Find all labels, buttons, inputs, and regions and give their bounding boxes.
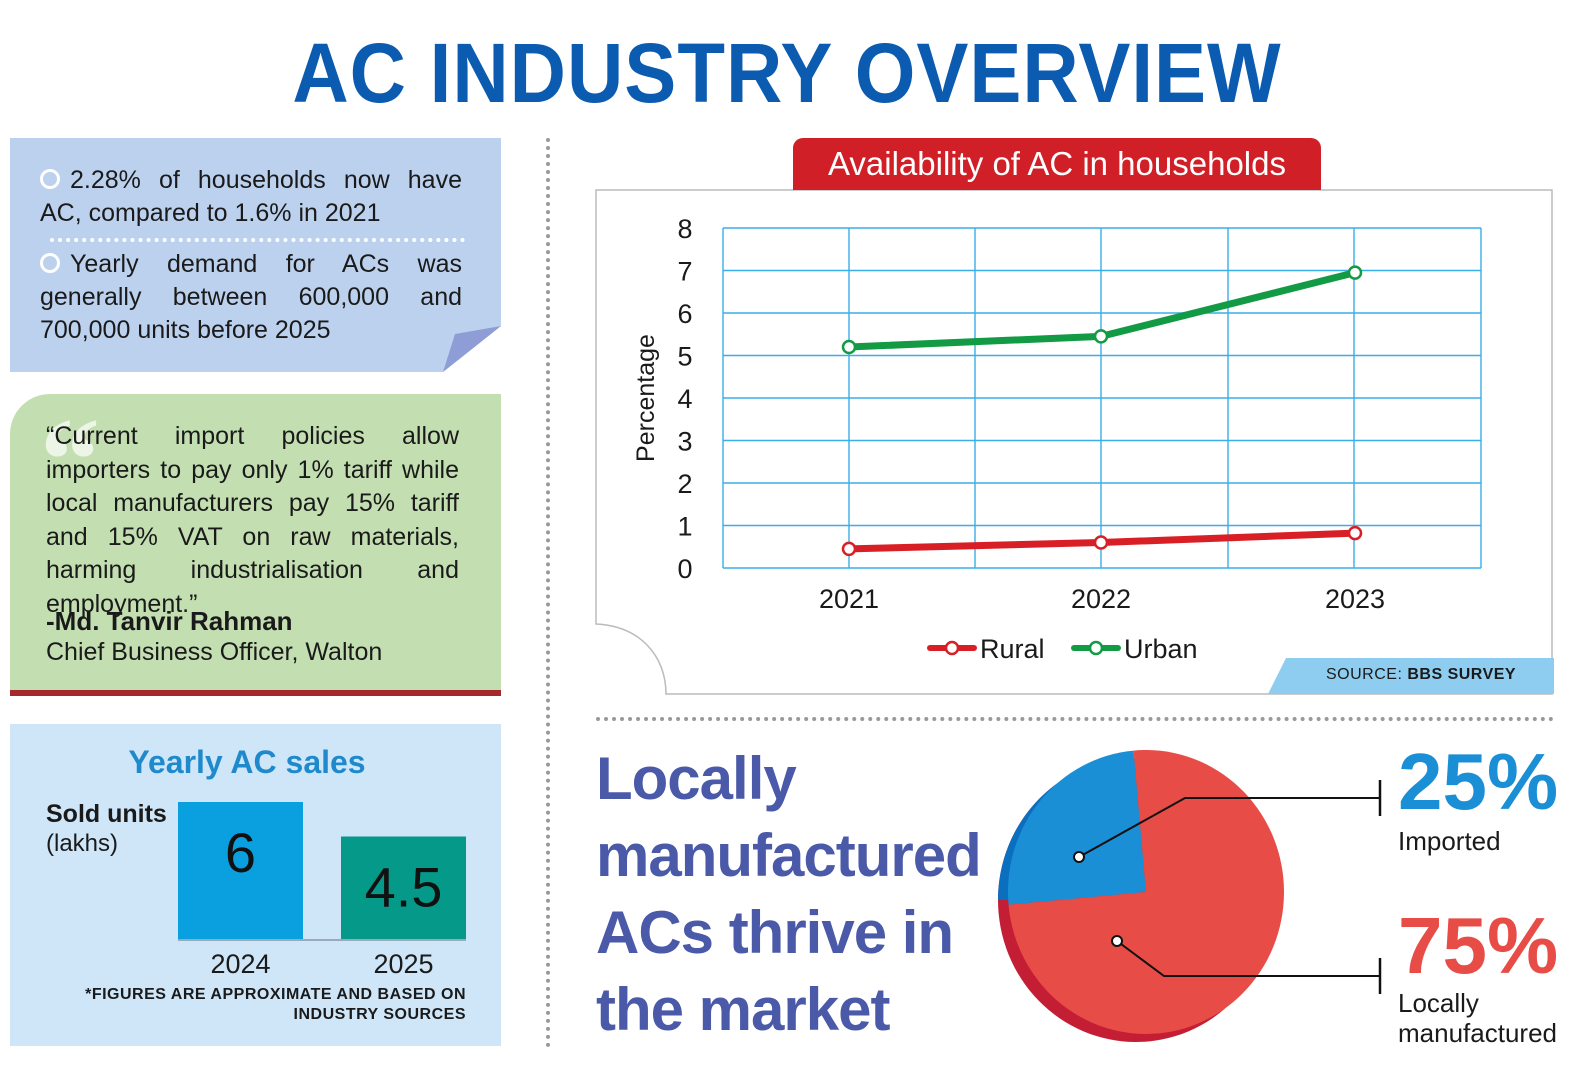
bullet-icon <box>40 253 60 274</box>
quote-author: -Md. Tanvir Rahman <box>46 606 293 636</box>
fact-item: Yearly demand for ACs was generally betw… <box>40 248 462 347</box>
local-percent: 75% <box>1398 901 1559 990</box>
data-point-urban <box>841 339 857 355</box>
legend-item-rural: Rural <box>927 634 1045 664</box>
imported-percent: 25% <box>1398 737 1559 826</box>
y-tick-label: 8 <box>677 214 692 244</box>
imported-label: Imported <box>1398 826 1501 856</box>
legend-label: Urban <box>1124 634 1198 664</box>
y-tick-label: 6 <box>677 299 692 329</box>
local-label: Locally manufactured <box>1398 988 1557 1048</box>
y-tick-label: 1 <box>677 512 692 542</box>
leader-dot-local <box>1111 935 1123 947</box>
bar-value-label: 6 <box>225 821 256 884</box>
quote-text: “Current import policies allow importers… <box>46 422 459 618</box>
legend-label: Rural <box>980 634 1045 664</box>
x-tick-label: 2023 <box>1325 584 1385 614</box>
source-ribbon <box>1268 658 1554 694</box>
data-point-rural <box>841 541 857 557</box>
leader-dot-imported <box>1073 851 1085 863</box>
bar-2025 <box>341 836 466 940</box>
data-point-urban <box>1093 329 1109 344</box>
y-tick-label: 5 <box>677 342 692 372</box>
bar-value-label: 4.5 <box>365 856 443 919</box>
headline: Locally manufactured ACs thrive in the m… <box>596 745 982 1043</box>
y-tick-label: 4 <box>677 384 692 414</box>
quote-mark-icon: “ <box>40 393 100 526</box>
x-tick-label: 2025 <box>373 949 433 979</box>
household-line-chart: 0 1 2 3 4 5 6 7 8 Percentage 2021 2022 2023 Rural Urba… <box>595 189 1553 695</box>
source-name: BBS SURVEY <box>1407 666 1517 683</box>
source-prefix: SOURCE: <box>1326 666 1408 683</box>
data-point-rural <box>1093 535 1109 550</box>
x-tick-label: 2024 <box>210 949 270 979</box>
data-point-urban <box>1347 265 1363 280</box>
y-tick-label: 7 <box>677 257 692 287</box>
pie-slice-imported <box>1008 750 1146 905</box>
x-tick-label: 2021 <box>819 584 879 614</box>
chart-panel <box>595 189 1553 695</box>
fact-text: 2.28% of households now have AC, compare… <box>40 166 462 227</box>
legend-marker <box>944 640 960 656</box>
y-axis-label: Percentage <box>632 334 660 462</box>
page-title: AC INDUSTRY OVERVIEW <box>292 25 1282 121</box>
legend-item-urban: Urban <box>1071 634 1198 664</box>
sales-footnote: *FIGURES ARE APPROXIMATE AND BASED ON IN… <box>85 986 466 1023</box>
horizontal-divider <box>596 717 1554 721</box>
y-tick-label: 3 <box>677 427 692 457</box>
market-share-pie-chart <box>998 750 1382 1042</box>
y-tick-label: 2 <box>677 469 692 499</box>
data-point-rural <box>1347 525 1363 541</box>
quote-panel <box>10 394 501 696</box>
pie-slice-local <box>1008 750 1284 1034</box>
legend-marker <box>1088 640 1104 656</box>
page-fold-corner <box>443 326 501 372</box>
sales-bar-chart: 6 2024 4.5 2025 <box>178 802 466 979</box>
fact-divider <box>50 238 465 242</box>
x-tick-label: 2022 <box>1071 584 1131 614</box>
leader-line-local <box>1116 940 1380 977</box>
bullet-icon <box>40 169 60 190</box>
vertical-divider <box>546 138 550 1048</box>
leader-line-imported <box>1078 797 1380 858</box>
line-chart-title: Availability of AC in households <box>793 138 1321 190</box>
quote-author-role: Chief Business Officer, Walton <box>46 638 383 666</box>
sales-y-unit: (lakhs) <box>46 830 119 857</box>
sales-chart-title: Yearly AC sales <box>128 744 366 780</box>
source-note: SOURCE: BBS SURVEY <box>1326 666 1516 684</box>
fact-text: Yearly demand for ACs was generally betw… <box>40 250 462 344</box>
facts-panel <box>10 138 501 372</box>
bar-2024 <box>178 802 303 940</box>
sales-y-label: Sold units <box>46 800 167 828</box>
fact-item: 2.28% of households now have AC, compare… <box>40 164 462 230</box>
y-tick-label: 0 <box>677 554 692 584</box>
